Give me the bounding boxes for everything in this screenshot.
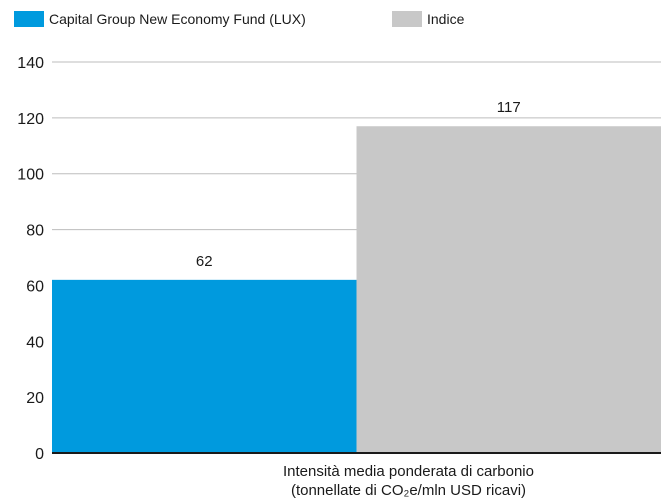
- category-labels: Intensità media ponderata di carbonio (to…: [283, 463, 534, 499]
- legend-label-1: Indice: [427, 11, 465, 27]
- y-tick-label-40: 40: [26, 334, 44, 351]
- y-tick-label-80: 80: [26, 223, 44, 240]
- bars: [52, 126, 661, 453]
- data-label-0: 62: [196, 253, 213, 270]
- y-tick-label-100: 100: [17, 167, 44, 184]
- legend-swatch-1: [392, 11, 422, 27]
- category-label-line-0: Intensità media ponderata di carbonio: [283, 463, 534, 480]
- y-tick-label-140: 140: [17, 55, 44, 72]
- legend: Capital Group New Economy Fund (LUX) Indi…: [14, 11, 465, 27]
- y-axis-ticks: 0 20 40 60 80 100 120 140: [17, 55, 44, 463]
- legend-swatch-0: [14, 11, 44, 27]
- bar-0: [52, 279, 357, 453]
- category-label-line-1: (tonnellate di CO₂e/mln USD ricavi): [291, 482, 526, 499]
- y-tick-label-20: 20: [26, 390, 44, 407]
- y-tick-label-60: 60: [26, 278, 44, 295]
- y-tick-label-0: 0: [35, 446, 44, 463]
- data-labels: 62 117: [196, 99, 521, 270]
- bar-1: [356, 126, 661, 453]
- legend-label-0: Capital Group New Economy Fund (LUX): [49, 11, 306, 27]
- data-label-1: 117: [497, 99, 521, 116]
- y-tick-label-120: 120: [17, 111, 44, 128]
